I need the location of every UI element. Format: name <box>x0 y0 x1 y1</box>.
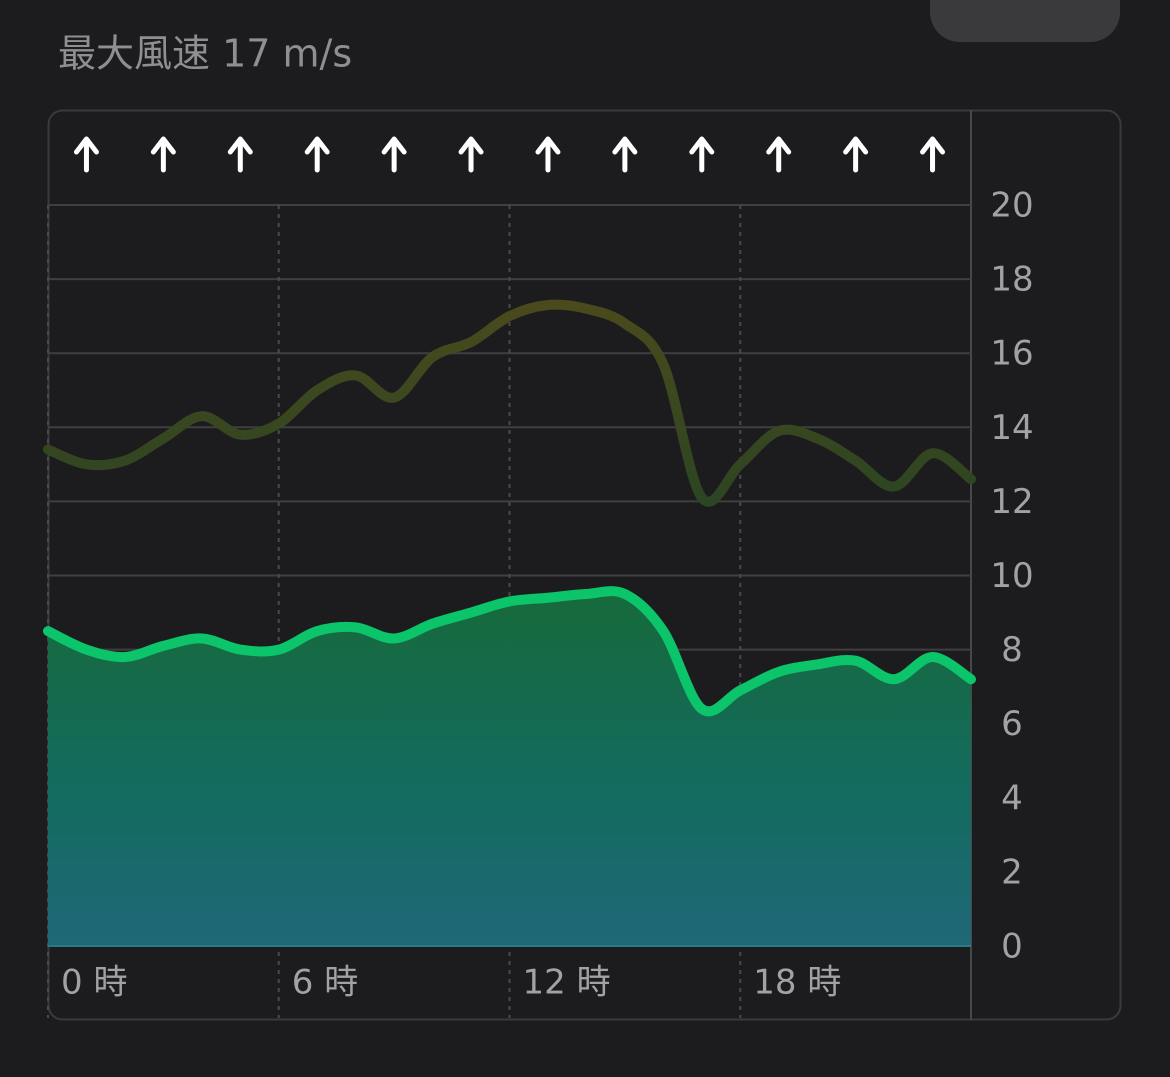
x-tick-label: 6 時 <box>292 963 358 1003</box>
y-tick-label: 4 <box>1001 778 1023 818</box>
x-tick-label: 18 時 <box>753 963 841 1003</box>
wind-arrow <box>689 136 715 173</box>
x-tick-label: 12 時 <box>523 963 611 1003</box>
series-line <box>43 586 976 717</box>
y-tick-label: 8 <box>1001 630 1023 670</box>
y-tick-label: 10 <box>990 556 1033 596</box>
wind-arrow <box>73 136 99 173</box>
wind-arrow <box>150 136 176 173</box>
y-tick-label: 16 <box>990 334 1033 374</box>
menu-button[interactable] <box>930 0 1120 42</box>
y-tick-label: 14 <box>990 408 1033 448</box>
wind-arrow <box>535 136 561 173</box>
wind-arrow <box>381 136 407 173</box>
wind-arrow <box>843 136 869 173</box>
wind-arrow <box>766 136 792 173</box>
y-tick-label: 12 <box>990 482 1033 522</box>
y-tick-label: 20 <box>990 186 1033 226</box>
wind-arrow <box>458 136 484 173</box>
wind-arrow <box>612 136 638 173</box>
subtitle: 最大風速 17 m/s <box>58 32 352 76</box>
y-tick-label: 2 <box>1001 852 1023 892</box>
wind-arrow <box>304 136 330 173</box>
y-tick-label: 18 <box>990 260 1033 300</box>
y-tick-label: 6 <box>1001 704 1023 744</box>
y-tick-label: 0 <box>1001 927 1023 967</box>
wind-arrow <box>920 136 946 173</box>
area <box>48 591 971 946</box>
wind-arrow <box>227 136 253 173</box>
series-line <box>43 299 976 507</box>
x-tick-label: 0 時 <box>61 963 127 1003</box>
